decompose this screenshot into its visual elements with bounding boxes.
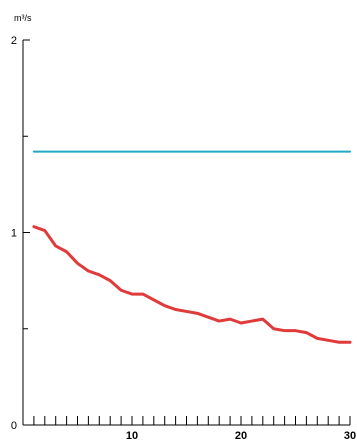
chart-axes [22,40,350,426]
x-tick-label: 10 [126,430,138,441]
chart-ticks [23,39,351,426]
y-tick-label: 0 [11,420,17,432]
x-tick-label: 30 [344,430,356,441]
series-line-red [32,225,352,344]
x-tick-label: 20 [235,430,247,441]
chart-series [32,150,352,344]
y-axis-unit-label: m³/s [14,13,32,23]
y-tick-label: 2 [11,35,17,47]
chart-tick-labels: 0 1 2 10 20 30 [11,35,356,441]
y-tick-label: 1 [11,228,17,240]
